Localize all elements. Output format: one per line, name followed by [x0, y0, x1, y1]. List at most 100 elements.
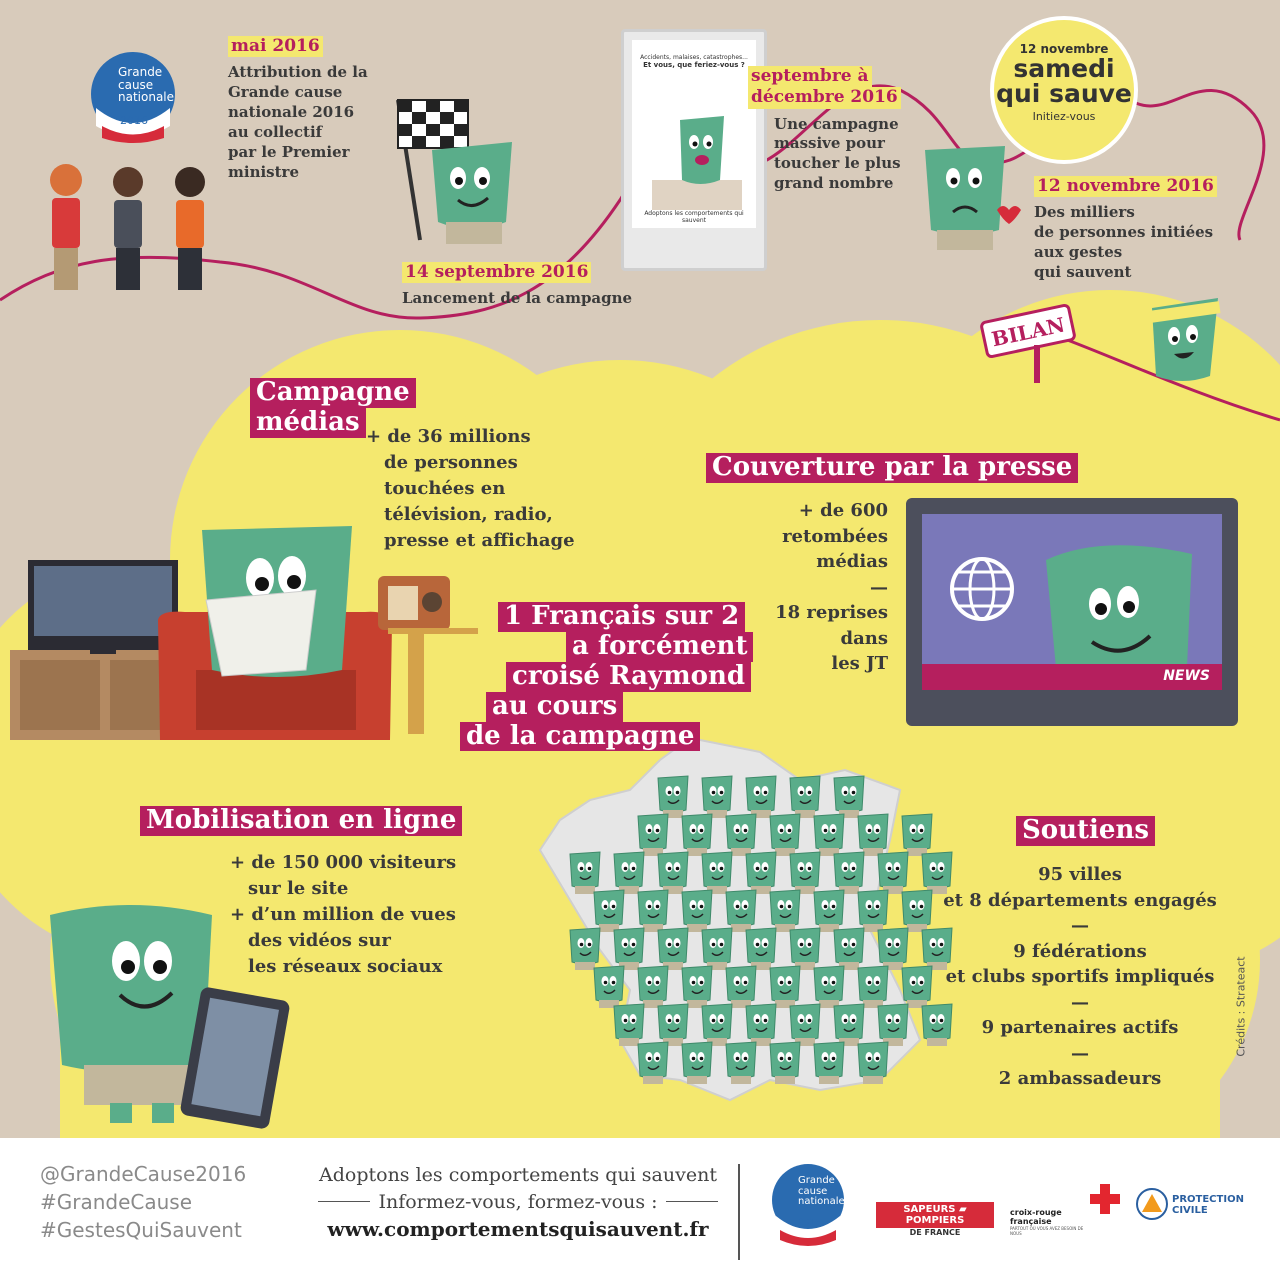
soutiens-line: 9 partenaires actifs — [981, 1017, 1179, 1039]
presse-stat-line: 18 reprises — [775, 602, 888, 624]
crowd-mascot — [725, 813, 757, 856]
presse-stat-line: dans — [840, 627, 888, 649]
soutiens-line: — — [1071, 991, 1089, 1013]
hashtag-link[interactable]: @GrandeCause2016 — [40, 1162, 247, 1186]
raymond-title: 1 Français sur 2 a forcément croisé Raym… — [460, 601, 760, 752]
crowd-mascot — [701, 851, 733, 894]
online-title: Mobilisation en ligne — [140, 805, 463, 836]
timeline-date: mai 2016 — [228, 36, 323, 58]
footer-sub: Informez-vous, formez-vous : — [378, 1190, 658, 1213]
red-cross-icon — [1090, 1184, 1120, 1214]
crowd-mascot — [637, 889, 669, 932]
mascot-crowd-illustration — [569, 775, 953, 1084]
soutiens-line: et clubs sportifs impliqués — [945, 966, 1215, 988]
crowd-mascot — [701, 1003, 733, 1046]
heart-icon — [997, 206, 1021, 224]
crowd-mascot — [701, 775, 733, 818]
crowd-mascot — [593, 889, 625, 932]
crowd-mascot — [769, 1041, 801, 1084]
crowd-mascot — [857, 813, 889, 856]
presse-title-wrap: Couverture par la presse — [706, 452, 1079, 483]
poster-line2: Et vous, que feriez-vous ? — [643, 61, 745, 69]
soutiens-line: 2 ambassadeurs — [998, 1068, 1162, 1090]
media-title-line: médias — [250, 407, 366, 438]
timeline-item-campaign: septembre à décembre 2016 Une campagne m… — [748, 66, 901, 194]
timeline-text-line: de personnes initiées — [1034, 223, 1214, 242]
crowd-mascot — [921, 1003, 953, 1046]
crowd-mascot — [789, 1003, 821, 1046]
timeline-item-launch: 14 septembre 2016 Lancement de la campag… — [402, 262, 632, 309]
soutiens-line: — — [1071, 1042, 1089, 1064]
timeline-text-line: Grande cause — [228, 83, 343, 102]
soutiens-title-wrap: Soutiens — [1016, 815, 1155, 846]
crowd-mascot — [901, 965, 933, 1008]
poster-line1: Accidents, malaises, catastrophes... — [640, 54, 748, 61]
news-tv: NEWS — [906, 498, 1238, 726]
crowd-mascot — [637, 813, 669, 856]
crowd-mascot — [857, 1041, 889, 1084]
mascot-tablet-illustration — [50, 905, 290, 1129]
media-stat-line: + de 36 millions — [366, 426, 531, 447]
crowd-mascot — [725, 1041, 757, 1084]
timeline-text-line: qui sauvent — [1034, 263, 1132, 282]
hashtag-link[interactable]: #GestesQuiSauvent — [40, 1218, 242, 1242]
protection-line: PROTECTION — [1172, 1194, 1244, 1205]
crowd-mascot — [745, 851, 777, 894]
soutiens-line: 95 villes — [1038, 864, 1122, 885]
timeline-date: septembre à — [748, 66, 872, 88]
media-stat-line: télévision, radio, — [384, 504, 553, 526]
media-title: Campagne médias — [250, 377, 416, 438]
badge-line1: samedi — [1013, 54, 1115, 83]
timeline-text-line: Une campagne — [774, 114, 899, 133]
badge-sub: Initiez-vous — [1032, 110, 1096, 123]
protection-civile-logo: PROTECTION CIVILE — [1172, 1194, 1244, 1216]
timeline-date: décembre 2016 — [748, 87, 901, 109]
timeline-text-line: grand nombre — [774, 174, 894, 193]
crowd-mascot — [813, 965, 845, 1008]
soutiens-line: 9 fédérations — [1013, 940, 1147, 962]
gcn-logo-line3: nationale — [118, 90, 175, 105]
hashtag-link[interactable]: #GrandeCause — [40, 1190, 193, 1214]
crowd-mascot — [569, 851, 601, 894]
crowd-mascot — [613, 1003, 645, 1046]
badge-line2: qui sauve — [996, 79, 1132, 108]
gcn-logo-year: 2016 — [120, 114, 148, 127]
timeline-text-line: nationale 2016 — [228, 103, 355, 122]
crowd-mascot — [833, 1003, 865, 1046]
crowd-mascot — [877, 851, 909, 894]
raymond-line: a forcément — [566, 631, 754, 662]
croix-rouge-label: croix-rouge française — [1010, 1208, 1062, 1226]
crowd-mascot — [681, 1041, 713, 1084]
gcn-logo-line1: Grande — [118, 65, 163, 79]
footer-gcn-line2: cause — [798, 1185, 828, 1197]
soutiens-line: — — [1071, 915, 1089, 937]
croix-rouge-sub: PARTOUT OÙ VOUS AVEZ BESOIN DE NOUS — [1010, 1226, 1084, 1236]
raymond-line: de la campagne — [460, 721, 701, 752]
footer-gcn-year: 2016 — [798, 1218, 821, 1228]
news-mascot-illustration — [950, 545, 1192, 690]
crowd-mascot — [789, 851, 821, 894]
crowd-mascot — [613, 927, 645, 970]
news-label: NEWS — [1163, 668, 1210, 684]
mascot-heart-illustration — [925, 146, 1021, 250]
poster-bottom: Adoptons les comportements qui sauvent — [644, 210, 744, 224]
crowd-mascot — [701, 927, 733, 970]
footer-url-link[interactable]: www.comportementsquisauvent.fr — [327, 1217, 709, 1242]
crowd-mascot — [813, 813, 845, 856]
crowd-mascot — [725, 889, 757, 932]
crowd-mascot — [789, 775, 821, 818]
raymond-line: au cours — [486, 691, 624, 722]
timeline-date: 14 septembre 2016 — [402, 262, 592, 284]
soutiens-stats: 95 villes et 8 départements engagés — 9 … — [940, 862, 1220, 1092]
crowd-mascot — [877, 927, 909, 970]
footer-divider — [318, 1201, 371, 1203]
footer-hashtags: @GrandeCause2016 #GrandeCause #GestesQui… — [40, 1160, 246, 1244]
soutiens-title: Soutiens — [1016, 815, 1155, 846]
rescuers-illustration — [50, 164, 205, 290]
crowd-mascot — [769, 813, 801, 856]
crowd-mascot — [901, 813, 933, 856]
crowd-mascot — [833, 851, 865, 894]
footer-separator — [738, 1164, 740, 1260]
online-stat-line: + de 150 000 visiteurs — [230, 852, 457, 873]
crowd-mascot — [593, 965, 625, 1008]
